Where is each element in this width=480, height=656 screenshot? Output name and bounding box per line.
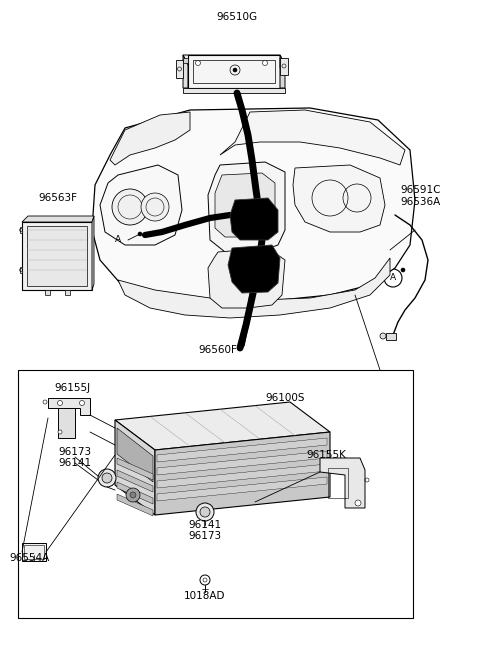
- Text: 96563F: 96563F: [38, 193, 77, 203]
- Circle shape: [196, 503, 214, 521]
- Text: 96536A: 96536A: [400, 197, 440, 207]
- Circle shape: [401, 268, 405, 272]
- Circle shape: [138, 232, 142, 236]
- Circle shape: [109, 231, 127, 249]
- Polygon shape: [220, 110, 405, 165]
- Text: 96554A: 96554A: [10, 553, 50, 563]
- Polygon shape: [92, 216, 94, 290]
- Text: 96141: 96141: [189, 520, 222, 530]
- Text: 96100S: 96100S: [265, 393, 305, 403]
- Polygon shape: [320, 458, 365, 508]
- Bar: [193, 60, 275, 83]
- Circle shape: [233, 68, 237, 72]
- Polygon shape: [92, 108, 415, 302]
- Bar: [328, 468, 348, 498]
- Polygon shape: [157, 438, 327, 462]
- Polygon shape: [45, 290, 50, 295]
- Polygon shape: [117, 458, 153, 480]
- Circle shape: [380, 333, 386, 339]
- Polygon shape: [293, 165, 385, 232]
- Polygon shape: [176, 60, 183, 78]
- Circle shape: [141, 193, 169, 221]
- Polygon shape: [117, 482, 153, 504]
- Circle shape: [112, 189, 148, 225]
- Circle shape: [355, 500, 361, 506]
- Bar: [188, 55, 280, 88]
- Polygon shape: [280, 58, 288, 75]
- Text: A: A: [115, 236, 121, 245]
- Polygon shape: [22, 216, 94, 222]
- Bar: [22, 543, 46, 561]
- Polygon shape: [183, 58, 188, 63]
- Bar: [183, 88, 285, 93]
- Polygon shape: [208, 248, 285, 308]
- Polygon shape: [215, 173, 275, 237]
- Text: A: A: [390, 274, 396, 283]
- Text: 96155K: 96155K: [306, 450, 346, 460]
- Polygon shape: [117, 494, 153, 516]
- Polygon shape: [22, 222, 92, 290]
- Text: 1018AD: 1018AD: [184, 591, 226, 601]
- Text: 96591C: 96591C: [400, 185, 441, 195]
- Circle shape: [98, 469, 116, 487]
- Polygon shape: [118, 258, 390, 318]
- Circle shape: [130, 492, 136, 498]
- Polygon shape: [280, 55, 285, 88]
- Bar: [386, 333, 396, 340]
- Bar: [24, 545, 44, 559]
- Polygon shape: [157, 451, 327, 475]
- Circle shape: [126, 488, 140, 502]
- Polygon shape: [27, 226, 87, 286]
- Text: 96173: 96173: [59, 447, 92, 457]
- Circle shape: [263, 60, 267, 66]
- Polygon shape: [155, 432, 330, 515]
- Polygon shape: [183, 55, 285, 65]
- Polygon shape: [115, 420, 155, 515]
- Text: 96155J: 96155J: [54, 383, 90, 393]
- Text: 96173: 96173: [189, 531, 222, 541]
- Polygon shape: [65, 290, 70, 295]
- Polygon shape: [157, 477, 327, 501]
- Polygon shape: [115, 402, 330, 450]
- Circle shape: [58, 430, 62, 434]
- Bar: [18, 370, 413, 618]
- Text: 96560F: 96560F: [199, 345, 238, 355]
- Circle shape: [102, 473, 112, 483]
- Circle shape: [195, 60, 201, 66]
- Polygon shape: [20, 267, 22, 273]
- Polygon shape: [48, 398, 90, 415]
- Circle shape: [80, 401, 84, 405]
- Circle shape: [384, 269, 402, 287]
- Polygon shape: [117, 470, 153, 492]
- Polygon shape: [20, 227, 22, 233]
- Polygon shape: [100, 165, 182, 245]
- Polygon shape: [117, 428, 153, 482]
- Text: 96141: 96141: [59, 458, 92, 468]
- Polygon shape: [183, 55, 188, 88]
- Polygon shape: [280, 58, 285, 68]
- Polygon shape: [230, 198, 278, 240]
- Circle shape: [200, 507, 210, 517]
- Circle shape: [58, 401, 62, 405]
- Polygon shape: [58, 408, 75, 438]
- Polygon shape: [208, 162, 285, 252]
- Text: 96510G: 96510G: [216, 12, 258, 22]
- Polygon shape: [228, 245, 280, 293]
- Polygon shape: [110, 112, 190, 165]
- Polygon shape: [157, 464, 327, 488]
